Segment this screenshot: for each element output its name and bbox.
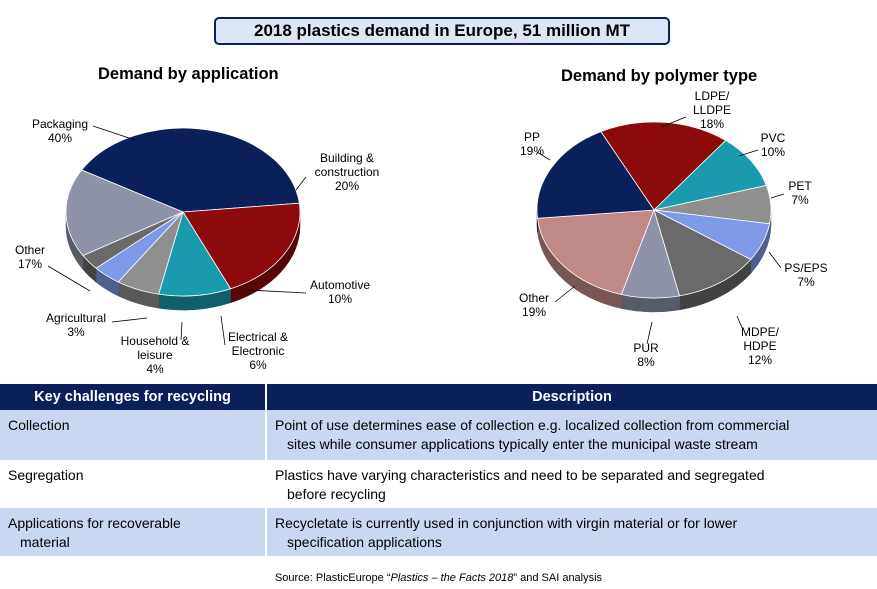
table-row: Segregation Plastics have varying charac… <box>0 460 877 508</box>
pie-slice <box>65 169 185 256</box>
challenge-cell: Segregation <box>0 460 267 508</box>
main-title: 2018 plastics demand in Europe, 51 milli… <box>254 21 630 40</box>
leader-line <box>554 285 576 303</box>
slice-label: Building & construction 20% <box>315 151 380 193</box>
slice-label: Other 17% <box>15 243 45 271</box>
main-title-box: 2018 plastics demand in Europe, 51 milli… <box>214 17 670 45</box>
table-row: Collection Point of use determines ease … <box>0 410 877 460</box>
description-line: Recycletate is currently used in conjunc… <box>275 515 738 531</box>
description-line: Point of use determines ease of collecti… <box>275 417 790 433</box>
slice-label: PUR 8% <box>633 341 659 369</box>
pie-slice <box>536 131 655 219</box>
challenge-cell: Applications for recoverable material <box>0 508 267 556</box>
leader-line <box>768 251 782 269</box>
slice-label: Agricultural 3% <box>46 311 106 339</box>
slice-label: LDPE/LLDPE 18% <box>693 89 731 131</box>
challenge-text: Collection <box>8 417 70 433</box>
pie-side-walls <box>65 211 301 311</box>
leader-line <box>736 315 744 331</box>
pie-slice <box>652 139 767 211</box>
pie-chart-application: Packaging 40% Building & construction 20% Aut… <box>15 117 379 376</box>
leader-line <box>646 321 653 345</box>
pie-side-walls <box>536 209 772 313</box>
description-line: before recycling <box>287 486 386 502</box>
leader-line <box>536 151 551 161</box>
description-line: Plastics have varying characteristics an… <box>275 467 765 483</box>
description-line: specification applications <box>287 534 442 550</box>
slice-label: PS/EPS 7% <box>784 261 827 289</box>
pie-slice <box>182 202 301 290</box>
table-row: Applications for recoverable material Re… <box>0 508 877 556</box>
pie-slice <box>81 127 300 213</box>
slice-label: Packaging 40% <box>32 117 88 145</box>
leader-line <box>247 289 307 294</box>
slice-label: PVC 10% <box>761 131 786 159</box>
leader-line <box>220 315 226 346</box>
slice-label: Automotive 10% <box>310 278 370 306</box>
pie-slice <box>653 209 752 297</box>
description-cell: Plastics have varying characteristics an… <box>266 460 877 508</box>
challenge-text: material <box>20 534 70 550</box>
leader-line <box>92 125 136 141</box>
source-suffix: ” and SAI analysis <box>513 572 603 584</box>
leader-line <box>295 176 307 191</box>
challenge-text: Applications for recoverable <box>8 515 181 531</box>
leader-line <box>47 265 91 292</box>
challenge-text: Segregation <box>8 467 84 483</box>
pie-slice <box>600 121 727 211</box>
slice-label: Electrical & Electronic 6% <box>228 330 288 372</box>
challenges-table: Key challenges for recycling Description… <box>0 384 877 556</box>
description-line: sites while consumer applications typica… <box>287 436 758 452</box>
leader-line <box>770 193 785 199</box>
chart-title-application: Demand by application <box>98 65 279 83</box>
source-prefix: Source: PlasticEurope “ <box>274 572 391 584</box>
challenge-cell: Collection <box>0 410 267 460</box>
leader-line <box>660 116 687 128</box>
table-header-challenge: Key challenges for recycling <box>0 384 267 410</box>
slice-label: PET 7% <box>788 179 812 207</box>
leader-line <box>111 317 148 323</box>
pie-chart-polymer: LDPE/LLDPE 18% PVC 10%PET 7% PS/EPS 7% MDPE/HDP… <box>519 89 828 369</box>
pie-slice <box>537 209 655 295</box>
slice-label: MDPE/HDPE 12% <box>741 325 780 367</box>
slice-label: PP 19% <box>520 130 544 158</box>
description-cell: Point of use determines ease of collecti… <box>266 410 877 460</box>
leader-line <box>180 321 183 341</box>
slice-label: Other 19% <box>519 291 549 319</box>
table-header-description: Description <box>266 384 877 410</box>
slice-label: Household & leisure 4% <box>121 334 190 376</box>
chart-title-polymer: Demand by polymer type <box>561 67 758 85</box>
description-cell: Recycletate is currently used in conjunc… <box>266 508 877 556</box>
source-note: Source: PlasticEurope “Plastics – the Fa… <box>0 572 877 584</box>
pie-slice <box>158 211 232 297</box>
source-italic: Plastics – the Facts 2018 <box>390 572 514 584</box>
leader-line <box>738 149 759 157</box>
pie-charts: Packaging 40% Building & construction 20% Aut… <box>15 89 828 376</box>
